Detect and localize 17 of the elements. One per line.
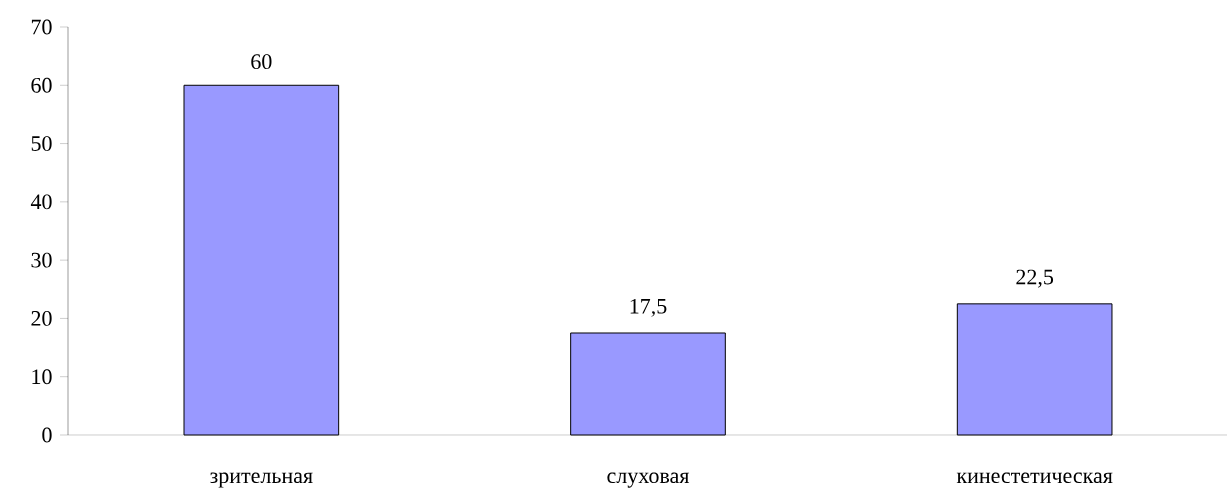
x-tick-label: слуховая	[607, 472, 690, 488]
x-tick-label: кинестетическая	[956, 472, 1113, 484]
bar	[183, 84, 340, 436]
y-tick-label: 20	[31, 310, 52, 326]
bar	[956, 303, 1113, 436]
x-tick-label: зрительная	[210, 472, 313, 488]
data-label: 22,5	[1016, 269, 1054, 288]
data-label: 60	[251, 54, 272, 70]
y-tick-label: 30	[31, 252, 52, 268]
y-tick-label: 0	[42, 427, 52, 443]
y-tick-label: 10	[32, 369, 52, 385]
y-tick-label: 40	[30, 194, 52, 210]
data-label: 17,5	[630, 298, 667, 317]
bar	[570, 332, 726, 436]
y-tick-label: 60	[31, 77, 52, 93]
y-tick-label: 50	[31, 136, 52, 151]
y-tick-label: 70	[31, 19, 52, 35]
